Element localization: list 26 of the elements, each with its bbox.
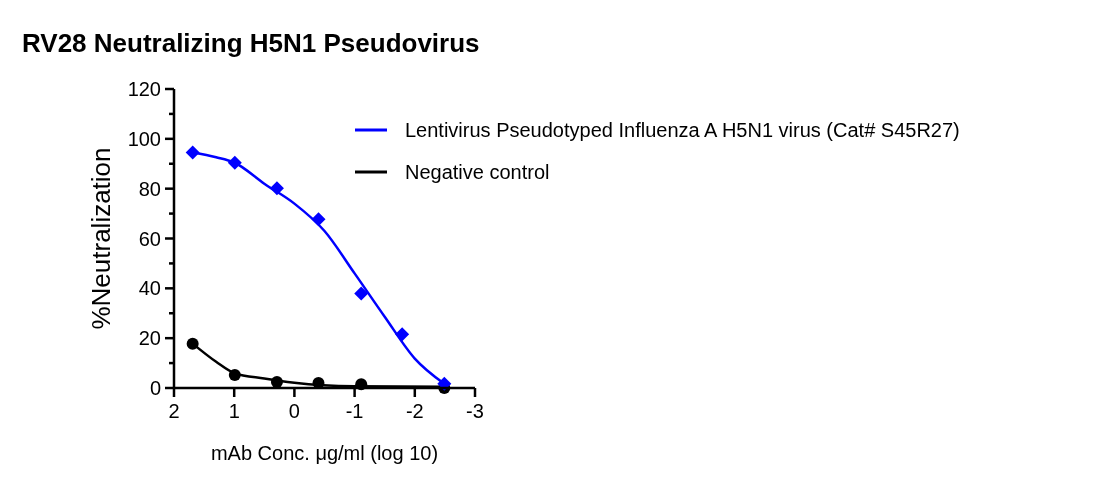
point bbox=[311, 212, 326, 227]
legend-label: Lentivirus Pseudotyped Influenza A H5N1 virus (Cat# S45R27) bbox=[405, 119, 960, 141]
point bbox=[185, 145, 200, 160]
x-tick-label: 0 bbox=[288, 400, 300, 422]
point bbox=[227, 155, 242, 170]
y-tick-label: 20 bbox=[138, 327, 161, 350]
point bbox=[269, 181, 284, 196]
chart-title: RV28 Neutralizing H5N1 Pseudovirus bbox=[22, 28, 480, 58]
y-tick-label: 100 bbox=[127, 127, 161, 150]
y-tick-label: 0 bbox=[149, 377, 161, 399]
y-axis-title: %Neutralization bbox=[86, 147, 116, 330]
legend-label: Negative control bbox=[405, 161, 550, 183]
point bbox=[186, 337, 199, 350]
point bbox=[354, 286, 369, 301]
x-tick-label: 2 bbox=[168, 400, 180, 422]
x-tick-label: -1 bbox=[345, 400, 364, 422]
x-tick-label: 1 bbox=[228, 400, 240, 422]
y-tick-label: 120 bbox=[127, 78, 161, 100]
point bbox=[395, 327, 410, 342]
y-tick-label: 60 bbox=[138, 227, 161, 250]
y-tick-label: 40 bbox=[138, 277, 161, 300]
x-tick-label: -2 bbox=[405, 400, 424, 422]
x-axis-title: mAb Conc. μg/ml (log 10) bbox=[210, 442, 439, 464]
point bbox=[228, 369, 241, 382]
y-tick-label: 80 bbox=[138, 177, 161, 200]
x-tick-label: -3 bbox=[466, 400, 484, 422]
